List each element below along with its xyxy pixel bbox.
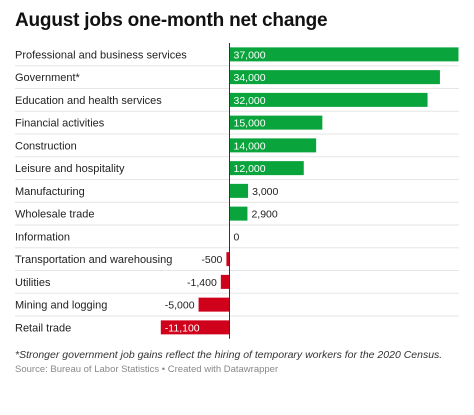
bar bbox=[198, 297, 230, 312]
value-label: -500 bbox=[201, 254, 222, 266]
category-label: Professional and business services bbox=[15, 49, 187, 61]
bar-chart: Professional and business services Govern… bbox=[15, 43, 459, 339]
value-label: 3,000 bbox=[252, 186, 278, 198]
bar bbox=[160, 320, 230, 335]
value-label: 34,000 bbox=[234, 72, 266, 84]
bar bbox=[229, 138, 317, 153]
category-label: Government* bbox=[15, 72, 81, 84]
value-label: 0 bbox=[234, 231, 240, 243]
category-label: Mining and logging bbox=[15, 300, 107, 312]
bar bbox=[229, 47, 459, 62]
value-label: 37,000 bbox=[234, 49, 266, 61]
category-label: Information bbox=[15, 231, 70, 243]
bar bbox=[229, 183, 249, 198]
chart-title: August jobs one-month net change bbox=[15, 10, 328, 31]
category-label: Wholesale trade bbox=[15, 209, 95, 221]
category-label: Transportation and warehousing bbox=[15, 254, 172, 266]
value-label: 12,000 bbox=[234, 163, 266, 175]
bar bbox=[220, 274, 230, 289]
category-label: Leisure and hospitality bbox=[15, 163, 125, 175]
value-label: -1,400 bbox=[187, 277, 217, 289]
row-separators bbox=[15, 65, 459, 317]
chart-footnote: *Stronger government job gains reflect t… bbox=[15, 349, 443, 361]
category-label: Manufacturing bbox=[15, 186, 85, 198]
bar bbox=[229, 206, 248, 221]
category-label: Utilities bbox=[15, 277, 51, 289]
bar bbox=[229, 70, 440, 85]
category-label: Retail trade bbox=[15, 322, 71, 334]
bars bbox=[160, 47, 459, 335]
category-label: Education and health services bbox=[15, 95, 162, 107]
value-label: 32,000 bbox=[234, 95, 266, 107]
bar bbox=[229, 161, 304, 176]
category-labels: Professional and business services Govern… bbox=[15, 49, 187, 334]
chart-source: Source: Bureau of Labor Statistics • Cre… bbox=[15, 364, 279, 375]
category-label: Financial activities bbox=[15, 118, 105, 130]
value-label: 14,000 bbox=[234, 140, 266, 152]
value-label: 2,900 bbox=[251, 209, 277, 221]
value-label: 15,000 bbox=[234, 118, 266, 130]
category-label: Construction bbox=[15, 140, 77, 152]
value-labels: 37,000 34,000 32,000 15,000 14,000 12,000 3,00… bbox=[165, 49, 279, 334]
bar bbox=[229, 92, 428, 107]
bar bbox=[229, 115, 323, 130]
bar bbox=[226, 252, 230, 267]
value-label: -11,100 bbox=[165, 322, 200, 334]
value-label: -5,000 bbox=[165, 300, 195, 312]
